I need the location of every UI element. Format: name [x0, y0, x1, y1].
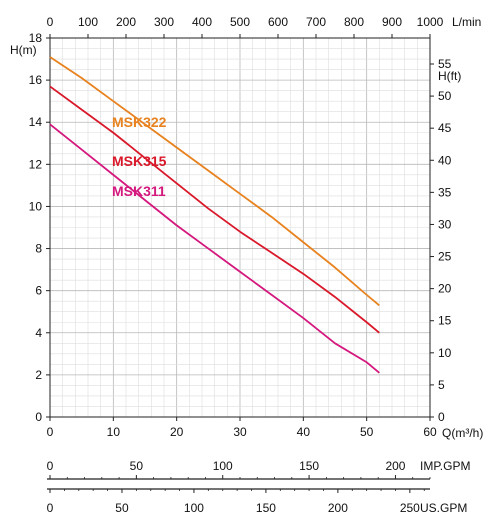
series-label-msk315: MSK315 — [112, 153, 167, 169]
x-top-tick-label: 1000 — [417, 15, 444, 29]
y-left-tick-label: 16 — [29, 73, 43, 87]
y-left-axis-label: H(m) — [10, 43, 37, 57]
x-bottom-axis-label: Q(m³/h) — [442, 426, 483, 440]
y-right-tick-label: 0 — [438, 410, 445, 424]
y-right-tick-label: 5 — [438, 378, 445, 392]
x-top-tick-label: 600 — [268, 15, 288, 29]
x-top-tick-label: 500 — [230, 15, 250, 29]
x-top-tick-label: 300 — [154, 15, 174, 29]
x-bottom-tick-label: 40 — [297, 425, 311, 439]
y-right-tick-label: 15 — [438, 314, 452, 328]
imp-gpm-tick-label: 150 — [299, 459, 319, 473]
y-right-tick-label: 45 — [438, 121, 452, 135]
y-right-axis-label: H(ft) — [438, 69, 461, 83]
us-gpm-tick-label: 0 — [47, 501, 54, 515]
us-gpm-tick-label: 50 — [115, 501, 129, 515]
y-right-tick-label: 50 — [438, 89, 452, 103]
plot-frame — [46, 34, 434, 493]
imp-gpm-tick-label: 50 — [130, 459, 144, 473]
x-bottom-tick-label: 0 — [47, 425, 54, 439]
imp-gpm-tick-label: 100 — [213, 459, 233, 473]
us-gpm-tick-label: 200 — [328, 501, 348, 515]
imp-gpm-axis-label: IMP.GPM — [420, 459, 470, 473]
series-line-msk315 — [49, 85, 380, 334]
x-bottom-tick-label: 30 — [233, 425, 247, 439]
us-gpm-tick-label: 100 — [184, 501, 204, 515]
y-left-tick-label: 4 — [35, 326, 42, 340]
x-bottom-tick-label: 60 — [423, 425, 437, 439]
us-gpm-axis-label: US.GPM — [420, 501, 467, 515]
y-left-tick-label: 12 — [29, 157, 43, 171]
y-left-tick-label: 6 — [35, 284, 42, 298]
y-left-tick-label: 2 — [35, 368, 42, 382]
x-bottom-tick-label: 10 — [107, 425, 121, 439]
series-label-msk322: MSK322 — [112, 114, 167, 130]
series-lines — [49, 56, 380, 374]
tick-labels: 0 2 4 6 8 10 12 14 16 18 0 5 10 15 20 25 30 35 40 45 50 55 0 10… — [29, 15, 452, 515]
y-left-tick-label: 0 — [35, 410, 42, 424]
grid — [49, 37, 431, 418]
x-top-tick-label: 200 — [116, 15, 136, 29]
us-gpm-tick-label: 150 — [256, 501, 276, 515]
imp-gpm-tick-label: 0 — [47, 459, 54, 473]
imp-gpm-tick-label: 200 — [385, 459, 405, 473]
y-right-tick-label: 55 — [438, 57, 452, 71]
y-left-tick-label: 8 — [35, 242, 42, 256]
y-left-tick-label: 18 — [29, 31, 43, 45]
y-right-tick-label: 40 — [438, 153, 452, 167]
series-label-msk311: MSK311 — [112, 183, 166, 199]
us-gpm-tick-label: 250 — [400, 501, 420, 515]
x-top-tick-label: 0 — [47, 15, 54, 29]
x-top-tick-label: 700 — [306, 15, 326, 29]
x-top-tick-label: 400 — [192, 15, 212, 29]
series-line-msk322 — [49, 56, 380, 307]
y-right-tick-label: 20 — [438, 282, 452, 296]
y-right-tick-label: 30 — [438, 217, 452, 231]
y-left-tick-label: 14 — [29, 115, 43, 129]
y-right-tick-label: 35 — [438, 185, 452, 199]
x-top-tick-label: 100 — [78, 15, 98, 29]
series-line-msk311 — [49, 123, 380, 374]
x-top-tick-label: 800 — [344, 15, 364, 29]
x-bottom-tick-label: 50 — [360, 425, 374, 439]
x-top-axis-label: L/min — [452, 15, 481, 29]
x-top-tick-label: 900 — [382, 15, 402, 29]
y-left-tick-label: 10 — [29, 199, 43, 213]
y-right-tick-label: 25 — [438, 250, 452, 264]
x-bottom-tick-label: 20 — [170, 425, 184, 439]
y-right-tick-label: 10 — [438, 346, 452, 360]
